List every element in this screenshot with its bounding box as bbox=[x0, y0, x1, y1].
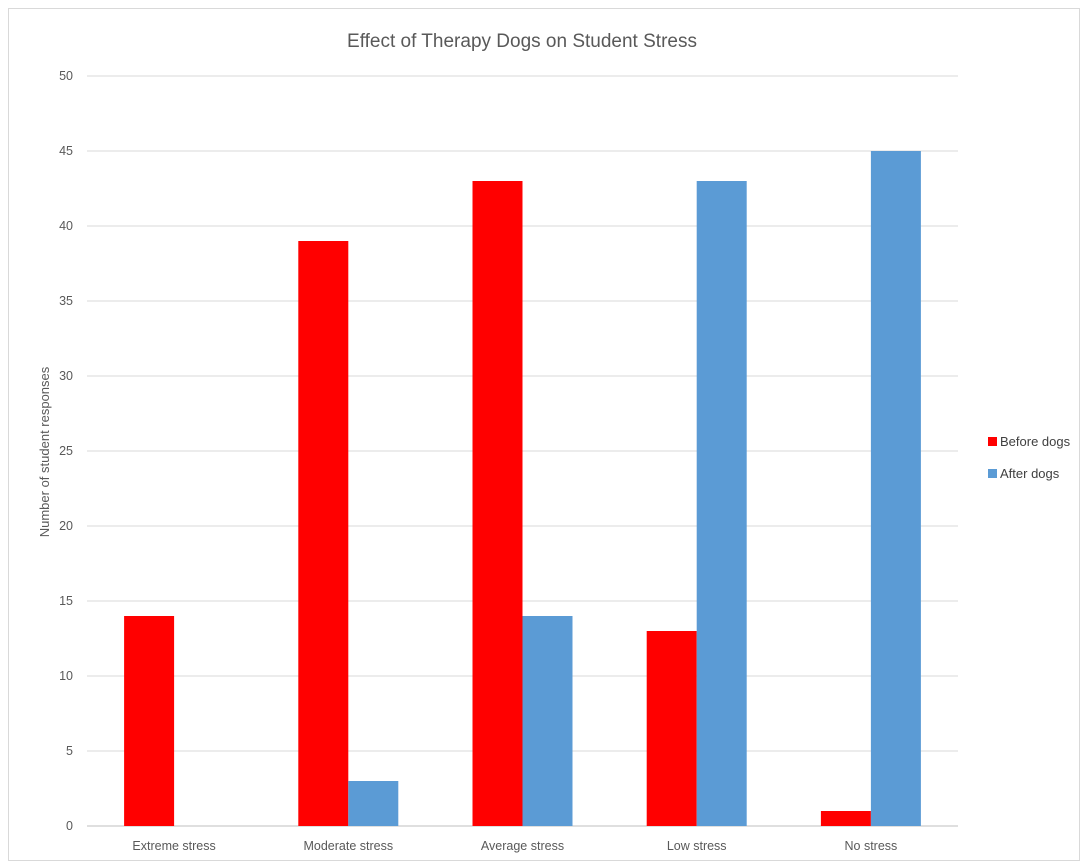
x-tick-label: Moderate stress bbox=[303, 839, 393, 853]
bars bbox=[124, 151, 921, 826]
legend-swatch bbox=[988, 437, 997, 446]
y-tick-label: 25 bbox=[59, 444, 73, 458]
legend-label: After dogs bbox=[1000, 466, 1060, 481]
bar-before-dogs bbox=[646, 631, 697, 826]
legend-label: Before dogs bbox=[1000, 434, 1071, 449]
bar-after-dogs bbox=[348, 781, 399, 826]
x-axis-ticks: Extreme stress Moderate stress Average str… bbox=[132, 839, 897, 853]
y-tick-label: 20 bbox=[59, 519, 73, 533]
x-tick-label: No stress bbox=[845, 839, 898, 853]
legend: Before dogs After dogs bbox=[988, 434, 1071, 481]
x-tick-label: Average stress bbox=[481, 839, 564, 853]
bar-after-dogs bbox=[870, 151, 921, 826]
bar-before-dogs bbox=[472, 181, 523, 826]
bar-after-dogs bbox=[522, 616, 573, 826]
y-axis-title: Number of student responses bbox=[37, 366, 52, 537]
bar-before-dogs bbox=[298, 241, 349, 826]
chart-title: Effect of Therapy Dogs on Student Stress bbox=[347, 31, 697, 52]
y-tick-label: 15 bbox=[59, 594, 73, 608]
bar-before-dogs bbox=[124, 616, 175, 826]
x-tick-label: Extreme stress bbox=[132, 839, 215, 853]
y-tick-label: 5 bbox=[66, 744, 73, 758]
y-tick-label: 35 bbox=[59, 294, 73, 308]
y-tick-label: 45 bbox=[59, 144, 73, 158]
y-tick-label: 10 bbox=[59, 669, 73, 683]
x-tick-label: Low stress bbox=[667, 839, 727, 853]
chart-frame bbox=[8, 8, 1080, 861]
y-tick-label: 30 bbox=[59, 369, 73, 383]
y-axis-ticks: 0 5 10 15 20 25 30 35 40 45 50 bbox=[59, 69, 73, 833]
y-tick-label: 40 bbox=[59, 219, 73, 233]
bar-before-dogs bbox=[820, 811, 871, 826]
legend-swatch bbox=[988, 469, 997, 478]
bar-after-dogs bbox=[696, 181, 747, 826]
y-tick-label: 0 bbox=[66, 819, 73, 833]
y-tick-label: 50 bbox=[59, 69, 73, 83]
